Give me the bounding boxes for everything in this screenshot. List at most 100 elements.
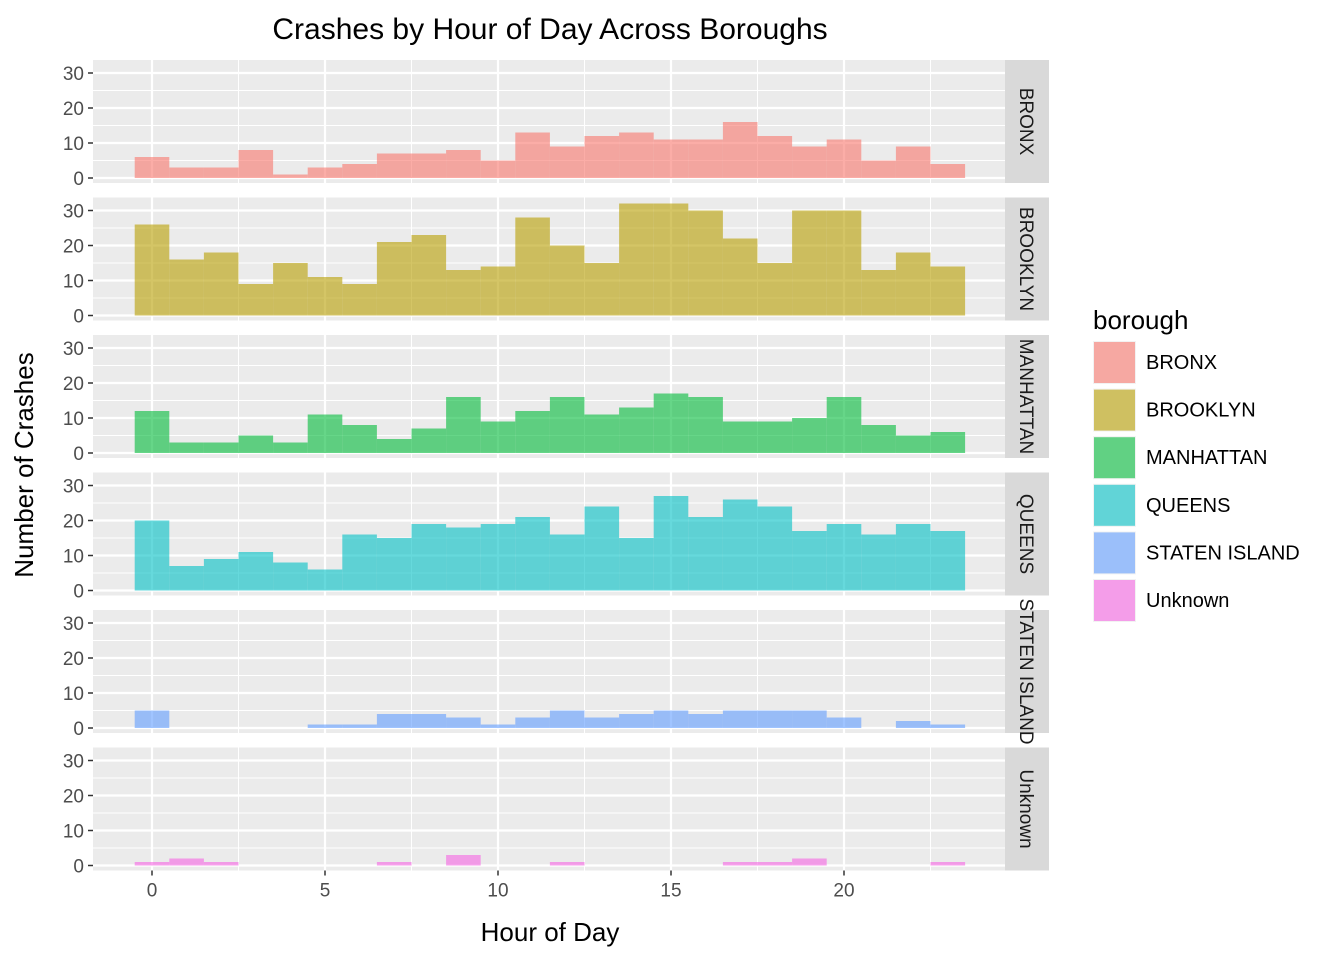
histogram-bar — [792, 858, 827, 866]
histogram-bar — [930, 724, 966, 728]
y-tick-label: 30 — [63, 477, 84, 498]
histogram-bar — [757, 862, 793, 866]
y-tick-label: 30 — [63, 752, 84, 773]
legend-swatch — [1094, 580, 1135, 621]
histogram-bar — [688, 714, 723, 728]
histogram-bar — [515, 411, 550, 453]
histogram-bar — [619, 538, 654, 591]
histogram-bar — [342, 284, 377, 316]
histogram-bar — [342, 425, 377, 453]
histogram-bar — [134, 224, 170, 316]
facet-strip — [1005, 335, 1049, 458]
histogram-bar — [480, 160, 516, 178]
histogram-bar — [549, 245, 585, 316]
histogram-bar — [446, 270, 481, 316]
histogram-bar — [342, 724, 377, 728]
legend-title: borough — [1093, 305, 1188, 335]
legend-label: QUEENS — [1146, 495, 1230, 517]
histogram-bar — [203, 442, 239, 453]
histogram-bar — [446, 397, 481, 453]
histogram-bar — [757, 421, 793, 453]
histogram-bar — [584, 263, 620, 316]
histogram-bar — [342, 534, 377, 591]
histogram-bar — [549, 146, 585, 178]
histogram-bar — [792, 210, 827, 316]
x-axis-label: Hour of Day — [481, 917, 620, 947]
histogram-bar — [376, 242, 412, 316]
y-tick-label: 30 — [63, 339, 84, 360]
y-tick-label: 0 — [73, 582, 84, 603]
histogram-bar — [411, 235, 447, 316]
histogram-bar — [549, 710, 585, 728]
histogram-bar — [826, 397, 862, 453]
histogram-bar — [688, 517, 723, 591]
x-tick-label: 5 — [320, 881, 331, 902]
y-tick-label: 10 — [63, 684, 84, 705]
facet-strip — [1005, 197, 1049, 321]
histogram-bar — [653, 496, 689, 591]
histogram-bar — [584, 414, 620, 453]
legend-swatch — [1094, 389, 1135, 431]
histogram-bar — [826, 139, 862, 178]
x-tick-label: 20 — [833, 881, 854, 902]
histogram-bar — [861, 425, 896, 453]
histogram-bar — [826, 717, 862, 728]
histogram-bar — [411, 524, 447, 591]
histogram-bar — [203, 252, 239, 316]
histogram-bar — [653, 203, 689, 316]
legend-label: BRONX — [1146, 352, 1217, 374]
legend-label: MANHATTAN — [1146, 447, 1267, 469]
histogram-bar — [342, 164, 377, 178]
legend-swatch — [1094, 484, 1135, 526]
histogram-bar — [792, 531, 827, 591]
histogram-bar — [203, 559, 239, 591]
histogram-bar — [515, 217, 550, 316]
histogram-bar — [134, 157, 170, 178]
histogram-bar — [169, 167, 204, 178]
histogram-bar — [238, 150, 274, 178]
x-tick-label: 10 — [487, 881, 508, 902]
facet-strip-label: MANHATTAN — [1015, 339, 1036, 454]
legend-label: STATEN ISLAND — [1146, 542, 1300, 564]
panel-background — [93, 747, 1005, 871]
facet-panel-unknown: 0 10 20 30 Unknown — [63, 747, 1049, 878]
histogram-bar — [930, 164, 966, 178]
facet-strip — [1005, 747, 1049, 871]
histogram-bar — [549, 862, 585, 866]
y-tick-label: 30 — [63, 202, 84, 223]
histogram-bar — [930, 266, 966, 316]
histogram-bar — [169, 259, 204, 316]
y-axis-label: Number of Crashes — [9, 352, 39, 577]
histogram-bar — [895, 721, 931, 728]
y-tick-label: 20 — [63, 787, 84, 808]
histogram-bar — [895, 435, 931, 453]
histogram-bar — [515, 517, 550, 591]
histogram-bar — [273, 442, 308, 453]
histogram-bar — [584, 136, 620, 178]
histogram-bar — [757, 136, 793, 178]
histogram-bar — [792, 418, 827, 453]
histogram-bar — [722, 122, 758, 178]
histogram-bar — [480, 724, 516, 728]
y-tick-label: 30 — [63, 64, 84, 85]
facet-strip — [1005, 610, 1049, 733]
histogram-bar — [134, 520, 170, 591]
facet-strip-label: BRONX — [1015, 88, 1036, 156]
facet-panel-manhattan: 0 10 20 30 MANHATTAN — [63, 335, 1049, 465]
histogram-bar — [619, 203, 654, 316]
histogram-bar — [861, 160, 896, 178]
histogram-bar — [619, 407, 654, 453]
histogram-bar — [895, 252, 931, 316]
histogram-bar — [549, 534, 585, 591]
histogram-bar — [619, 132, 654, 178]
histogram-bar — [411, 153, 447, 178]
histogram-bar — [273, 562, 308, 591]
histogram-bar — [653, 710, 689, 728]
histogram-bar — [446, 150, 481, 178]
histogram-bar — [169, 858, 204, 866]
histogram-bar — [376, 439, 412, 453]
panel-background — [93, 610, 1005, 733]
histogram-bar — [307, 414, 343, 453]
histogram-bar — [895, 524, 931, 591]
histogram-bar — [757, 710, 793, 728]
